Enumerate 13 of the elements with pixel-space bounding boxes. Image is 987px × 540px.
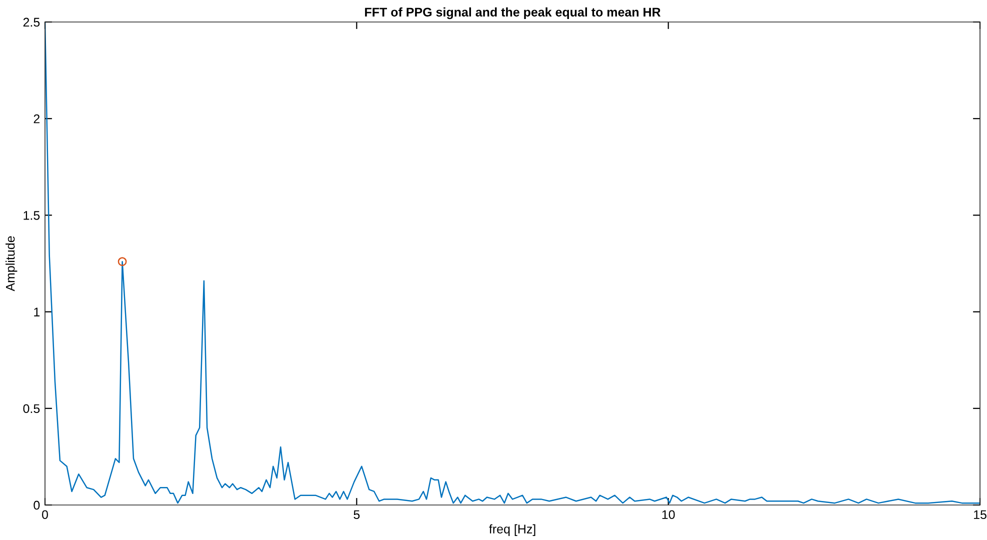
x-axis-title: freq [Hz] [489,524,536,536]
chart-title: FFT of PPG signal and the peak equal to mean HR [365,7,661,20]
x-tick-label: 5 [354,510,360,520]
y-tick-label: 2.5 [23,18,40,27]
y-tick-label: 2 [34,114,40,124]
y-tick-label: 0 [34,500,40,510]
y-axis-title: Amplitude [6,236,18,292]
y-tick-label: 1.5 [24,211,40,220]
y-tick-label: 1 [34,308,40,316]
x-tick-label: 10 [662,510,675,520]
x-tick-label: 15 [974,510,986,520]
x-tick-label: 0 [42,510,48,520]
y-tick-label: 0.5 [23,404,40,414]
